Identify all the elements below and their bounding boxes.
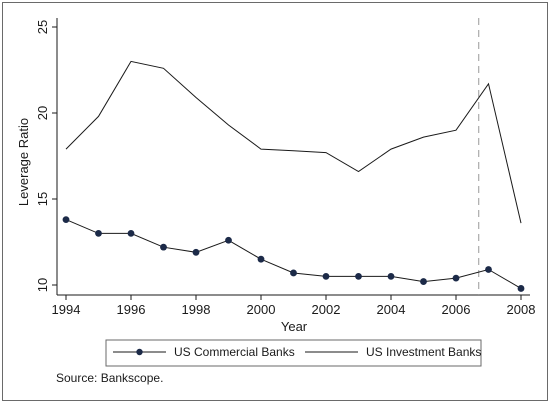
- x-tick-label: 1996: [117, 302, 146, 317]
- x-tick-label: 2000: [247, 302, 276, 317]
- legend-label-investment: US Investment Banks: [366, 345, 481, 359]
- data-point-commercial: [290, 269, 297, 277]
- x-tick-label: 2006: [442, 302, 471, 317]
- data-point-commercial: [485, 266, 492, 273]
- data-point-commercial: [420, 278, 427, 285]
- legend-marker-commercial: [136, 348, 143, 356]
- y-axis-title: Leverage Ratio: [16, 118, 31, 206]
- data-point-commercial: [95, 230, 102, 237]
- data-point-commercial: [225, 236, 232, 244]
- data-point-commercial: [355, 273, 362, 280]
- data-point-commercial: [387, 273, 395, 280]
- data-point-commercial: [62, 216, 70, 224]
- x-axis-title: Year: [281, 319, 308, 334]
- series-line-investment: [65, 60, 522, 224]
- x-tick-label: 1998: [182, 302, 211, 317]
- data-point-commercial: [517, 285, 525, 292]
- y-tick-label: 20: [35, 106, 50, 120]
- data-point-commercial: [452, 274, 460, 282]
- legend-item-investment: US Investment Banks: [305, 345, 481, 359]
- x-tick-label: 1994: [52, 302, 81, 317]
- x-tick-label: 2004: [377, 302, 406, 317]
- y-tick-label: 25: [35, 20, 50, 34]
- data-point-commercial: [127, 230, 135, 237]
- source-note: Source: Bankscope.: [56, 371, 163, 385]
- legend-item-commercial: US Commercial Banks: [113, 345, 295, 359]
- x-tick-label: 2002: [312, 302, 341, 317]
- y-tick-label: 10: [35, 278, 50, 292]
- data-point-commercial: [192, 248, 200, 256]
- legend-box: [105, 339, 482, 367]
- x-tick-label: 2008: [507, 302, 536, 317]
- y-tick-label: 15: [35, 192, 50, 206]
- data-point-commercial: [322, 273, 330, 280]
- data-point-commercial: [257, 255, 265, 263]
- data-point-commercial: [160, 243, 167, 251]
- legend-label-commercial: US Commercial Banks: [174, 345, 295, 359]
